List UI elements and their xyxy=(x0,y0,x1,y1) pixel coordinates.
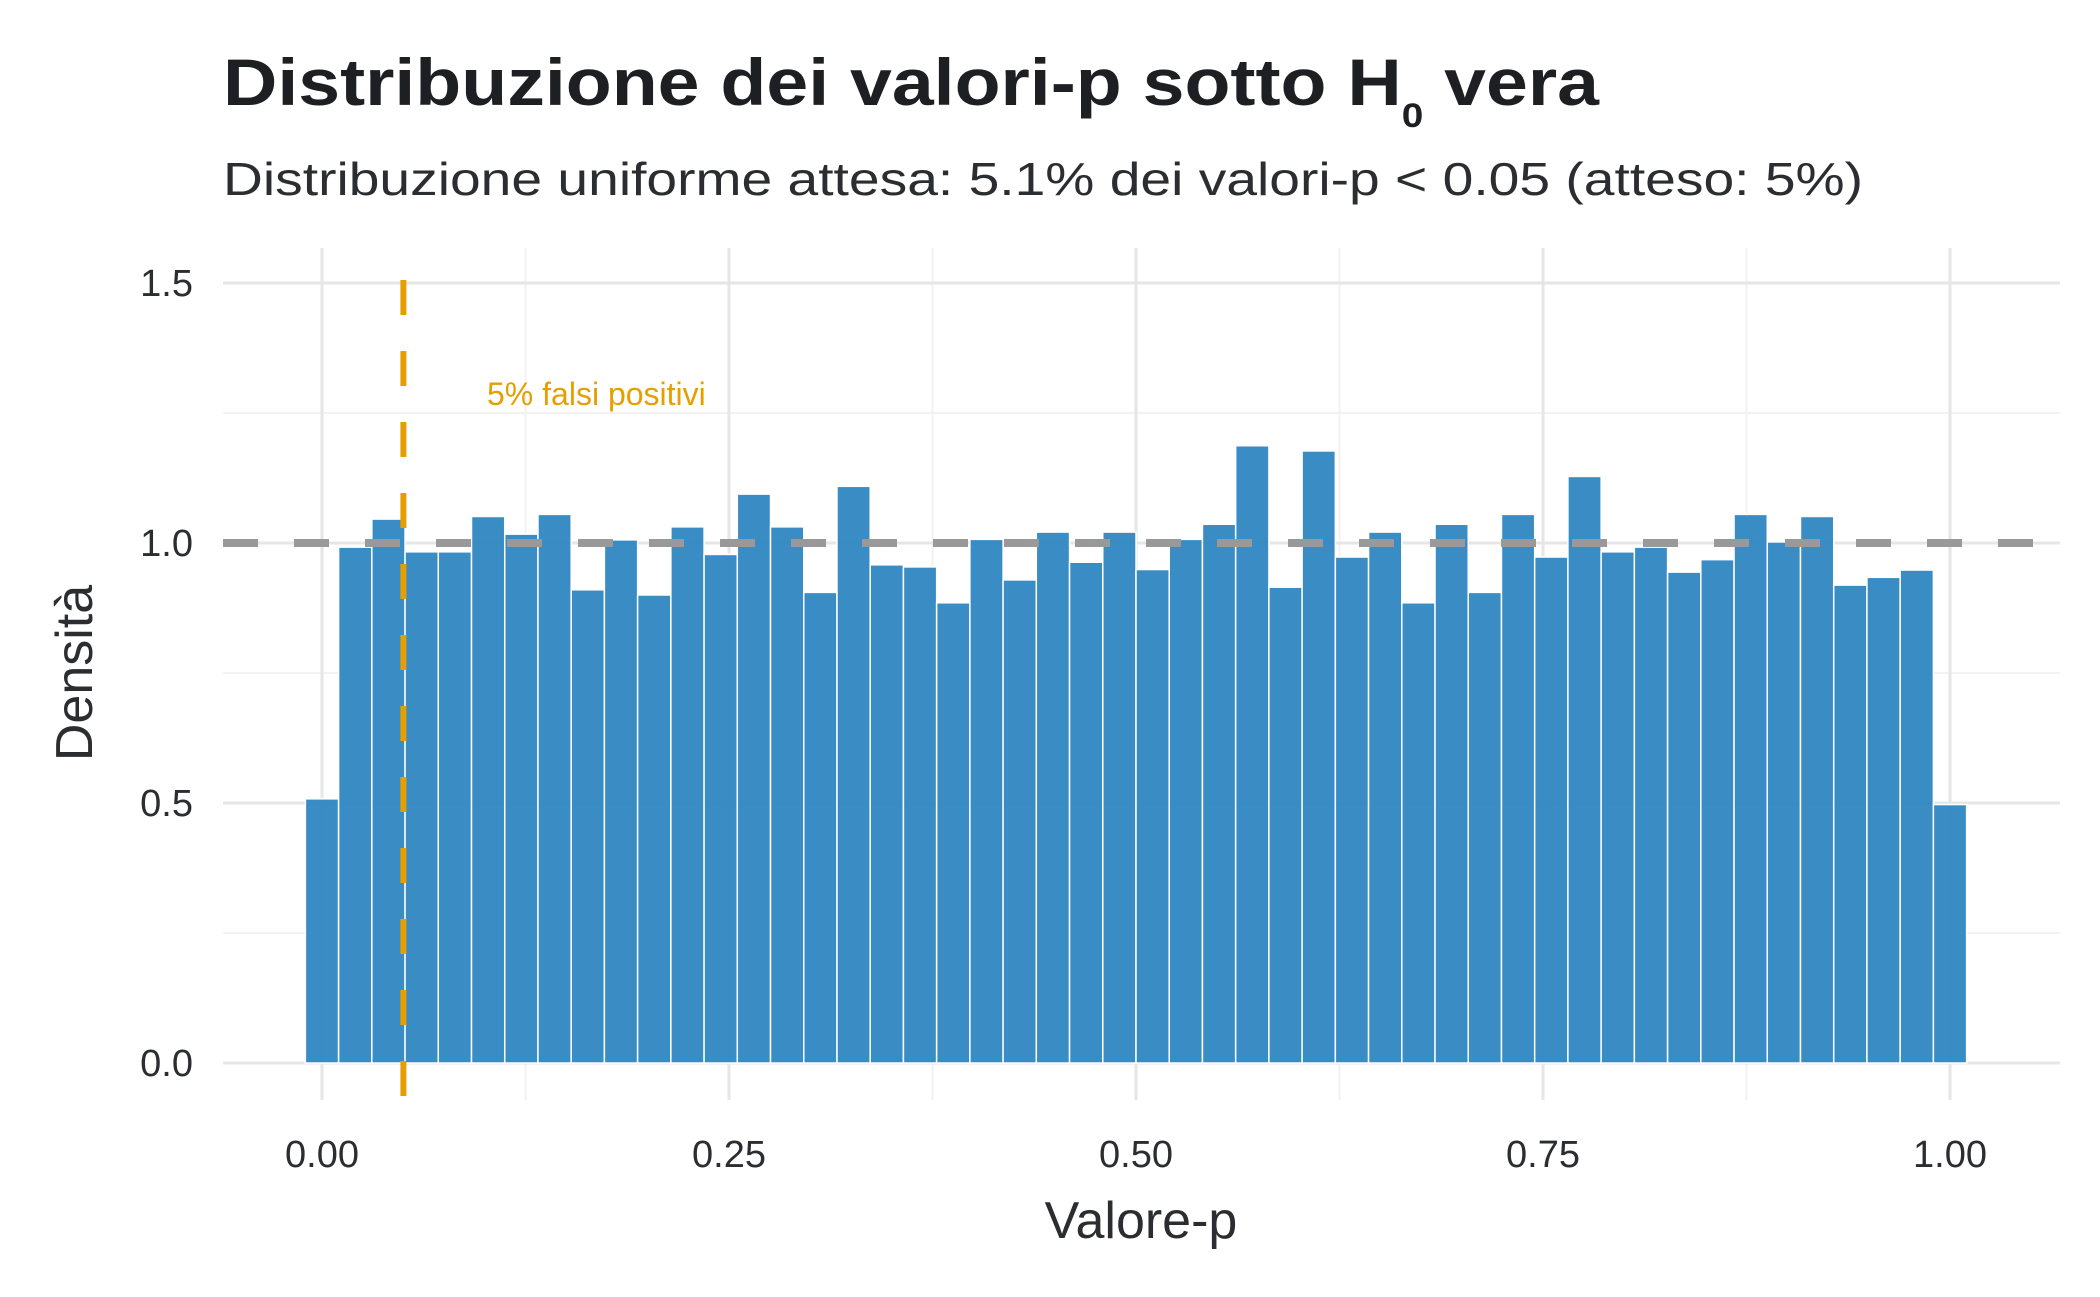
x-tick-label: 0.00 xyxy=(285,1134,359,1176)
histogram-bar xyxy=(1102,531,1137,1064)
bars xyxy=(304,445,1968,1064)
histogram-bar xyxy=(503,533,539,1064)
histogram-bar xyxy=(1766,541,1802,1064)
histogram-bar xyxy=(603,539,639,1064)
histogram-bar xyxy=(304,798,340,1064)
y-tick-label: 0.0 xyxy=(140,1043,193,1085)
histogram-bar xyxy=(1068,561,1104,1064)
x-tick-label: 0.50 xyxy=(1099,1134,1173,1176)
y-tick-label: 1.0 xyxy=(140,523,193,565)
histogram-bar xyxy=(1401,602,1436,1064)
histogram-bar xyxy=(670,526,705,1064)
histogram-bar xyxy=(1733,513,1769,1064)
y-axis-title: Densità xyxy=(46,585,104,761)
histogram-bar xyxy=(1832,584,1868,1064)
histogram-bar xyxy=(1932,803,1968,1064)
histogram-bar xyxy=(1633,546,1669,1064)
histogram-bar xyxy=(1268,586,1303,1064)
chart-subtitle: Distribuzione uniforme attesa: 5.1% dei … xyxy=(223,153,1863,205)
histogram-bar xyxy=(1533,556,1569,1064)
title-subscript: 0 xyxy=(1402,97,1424,135)
histogram-bar xyxy=(1600,551,1636,1064)
x-tick-labels: 0.00 0.25 0.50 0.75 1.00 xyxy=(285,1134,1987,1176)
x-tick-label: 0.75 xyxy=(1506,1134,1580,1176)
histogram-bar xyxy=(1467,591,1503,1064)
histogram-bar xyxy=(470,515,506,1064)
histogram-bar xyxy=(1500,513,1536,1064)
title-suffix: vera xyxy=(1423,45,1600,119)
histogram-bar xyxy=(636,594,672,1064)
histogram-bar xyxy=(1002,579,1038,1064)
y-tick-label: 1.5 xyxy=(140,263,193,305)
histogram-bar xyxy=(537,513,572,1064)
histogram-bar xyxy=(869,564,905,1064)
histogram-bar xyxy=(437,551,473,1064)
histogram-bar xyxy=(1666,571,1702,1064)
histogram-bar xyxy=(1035,531,1071,1064)
annotation-false-positives: 5% falsi positivi xyxy=(487,376,706,412)
histogram-bar xyxy=(1135,568,1170,1064)
histogram-bar xyxy=(703,553,739,1064)
histogram-bar xyxy=(1899,569,1935,1064)
histogram-bar xyxy=(769,526,805,1064)
histogram-bar xyxy=(1700,558,1735,1064)
histogram-bar xyxy=(1367,531,1403,1064)
x-axis-title: Valore-p xyxy=(1045,1192,1238,1250)
histogram-bar xyxy=(1334,556,1370,1064)
histogram-bar xyxy=(1201,523,1237,1064)
x-tick-label: 1.00 xyxy=(1913,1134,1987,1176)
y-tick-labels: 0.0 0.5 1.0 1.5 xyxy=(140,263,193,1085)
histogram-bar xyxy=(1234,445,1270,1064)
histogram-bar xyxy=(337,546,373,1064)
title-main: Distribuzione dei valori-p sotto H xyxy=(223,45,1402,119)
histogram-bar xyxy=(371,518,406,1064)
histogram-bar xyxy=(1301,450,1337,1064)
histogram-bar xyxy=(736,493,772,1064)
x-tick-label: 0.25 xyxy=(692,1134,766,1176)
histogram-bar xyxy=(1434,523,1469,1064)
histogram-bar xyxy=(1567,475,1602,1064)
histogram-bar xyxy=(404,551,440,1064)
histogram-bar xyxy=(1866,576,1901,1064)
histogram-bar xyxy=(803,591,838,1064)
histogram-bar xyxy=(1799,515,1835,1064)
histogram-bar xyxy=(570,589,606,1064)
histogram-bar xyxy=(836,485,871,1064)
histogram-bar xyxy=(1168,538,1204,1064)
histogram-bar xyxy=(902,566,938,1064)
y-tick-label: 0.5 xyxy=(140,783,193,825)
histogram-bar xyxy=(935,602,971,1064)
histogram-bar xyxy=(969,538,1004,1064)
